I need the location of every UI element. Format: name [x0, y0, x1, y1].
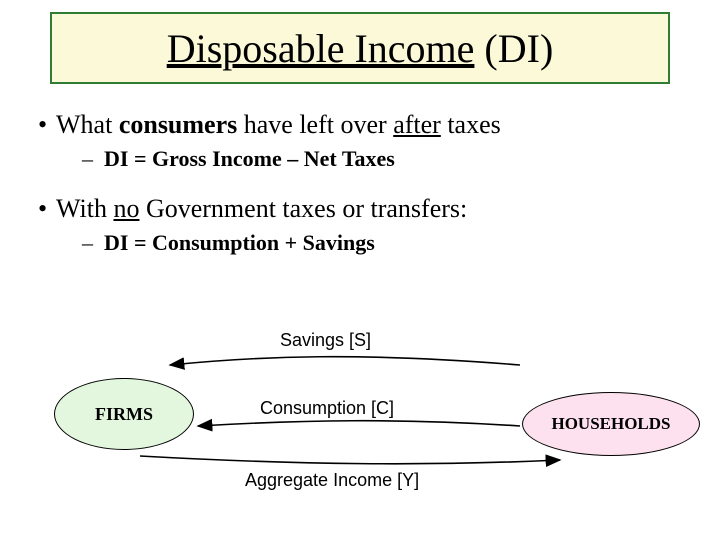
- circular-flow-diagram: Savings [S] Consumption [C] Aggregate In…: [0, 0, 720, 540]
- households-label: HOUSEHOLDS: [551, 414, 670, 434]
- aggregate-label: Aggregate Income [Y]: [245, 470, 419, 491]
- savings-arrow: [170, 357, 520, 365]
- aggregate-arrow: [140, 456, 560, 464]
- consumption-arrow: [198, 421, 520, 426]
- savings-label: Savings [S]: [280, 330, 371, 351]
- flow-arrows: [0, 0, 720, 540]
- firms-label: FIRMS: [95, 404, 153, 425]
- firms-node: FIRMS: [54, 378, 194, 450]
- households-node: HOUSEHOLDS: [522, 392, 700, 456]
- consumption-label: Consumption [C]: [260, 398, 394, 419]
